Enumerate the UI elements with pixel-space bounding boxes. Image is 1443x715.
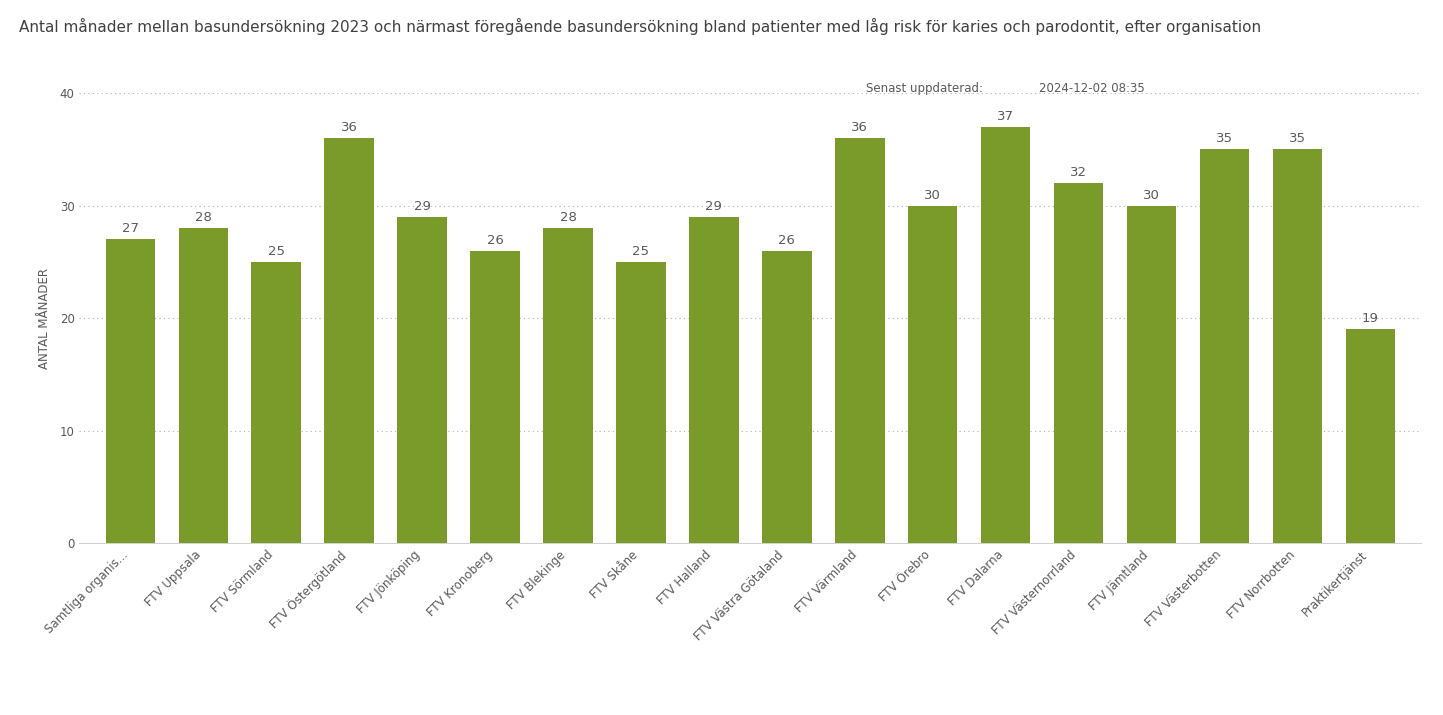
Bar: [690, 217, 739, 543]
Text: 19: 19: [1362, 312, 1378, 325]
Text: 29: 29: [414, 200, 430, 213]
Text: 25: 25: [268, 245, 284, 258]
Text: 36: 36: [851, 121, 869, 134]
Text: 26: 26: [486, 234, 504, 247]
Bar: [835, 138, 885, 543]
Bar: [981, 127, 1030, 543]
Text: 32: 32: [1071, 166, 1087, 179]
Text: 30: 30: [1143, 189, 1160, 202]
Text: 35: 35: [1216, 132, 1232, 145]
Bar: [1199, 149, 1250, 543]
Text: Senast uppdaterad:: Senast uppdaterad:: [866, 82, 983, 95]
Bar: [325, 138, 374, 543]
Bar: [251, 262, 302, 543]
Bar: [179, 228, 228, 543]
Bar: [908, 206, 958, 543]
Text: 29: 29: [706, 200, 723, 213]
Bar: [1345, 330, 1395, 543]
Text: 28: 28: [195, 211, 212, 224]
Bar: [616, 262, 665, 543]
Bar: [397, 217, 447, 543]
Bar: [470, 251, 519, 543]
Bar: [1127, 206, 1176, 543]
Bar: [762, 251, 811, 543]
Text: 25: 25: [632, 245, 649, 258]
Text: 27: 27: [121, 222, 139, 235]
Bar: [543, 228, 593, 543]
Text: 37: 37: [997, 110, 1014, 123]
Text: 35: 35: [1289, 132, 1306, 145]
Text: 36: 36: [341, 121, 358, 134]
Text: 28: 28: [560, 211, 576, 224]
Bar: [1273, 149, 1322, 543]
Text: 30: 30: [925, 189, 941, 202]
Text: 2024-12-02 08:35: 2024-12-02 08:35: [1039, 82, 1144, 95]
Y-axis label: ANTAL MÅNADER: ANTAL MÅNADER: [39, 267, 52, 369]
Bar: [1053, 183, 1104, 543]
Text: Antal månader mellan basundersökning 2023 och närmast föregående basundersökning: Antal månader mellan basundersökning 202…: [19, 18, 1261, 35]
Bar: [105, 240, 156, 543]
Text: 26: 26: [778, 234, 795, 247]
